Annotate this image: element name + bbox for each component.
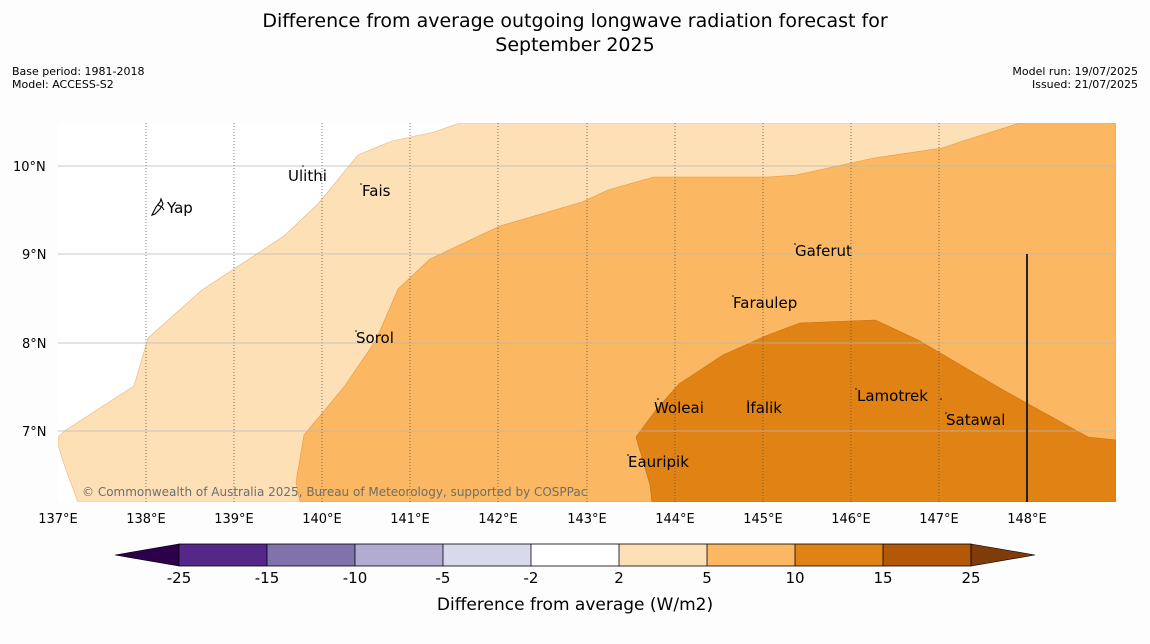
place-satawal: Satawal (946, 411, 1005, 429)
island-dots (302, 165, 947, 456)
copyright-note: © Commonwealth of Australia 2025, Bureau… (82, 485, 587, 499)
colorbar-frame (178, 543, 972, 567)
place-gaferut: Gaferut (795, 242, 852, 260)
place-yap: Yap (166, 199, 193, 217)
contour-10-15 (635, 319, 1116, 502)
lon-tick-141: 141°E (390, 512, 430, 527)
colorbar-seg-2 (267, 544, 355, 566)
colorbar-tick-2: -15 (255, 569, 280, 587)
meta-right: Model run: 19/07/2025 Issued: 21/07/2025 (1012, 65, 1138, 91)
lon-axis: 137°E 138°E 139°E 140°E 141°E 142°E 143°… (38, 512, 1047, 527)
colorbar-label: Difference from average (W/m2) (437, 595, 713, 615)
place-ifalik: Ifalik (746, 399, 782, 417)
colorbar-tick-5: -2 (524, 569, 539, 587)
lat-tick-7n: 7°N (22, 425, 47, 440)
lon-tick-139: 139°E (214, 512, 254, 527)
place-fais: Fais (362, 182, 391, 200)
lon-tick-143: 143°E (567, 512, 607, 527)
lat-grid (58, 165, 1116, 432)
sorol-dot (355, 330, 357, 332)
colorbar-tick-3: -10 (343, 569, 368, 587)
colorbar-seg-5 (531, 544, 619, 566)
lon-tick-142: 142°E (478, 512, 518, 527)
satawal-dot (945, 412, 947, 414)
title-line-1: Difference from average outgoing longwav… (262, 10, 888, 32)
colorbar: -25 -15 -10 -5 -2 2 5 10 15 25 Differenc… (114, 543, 1036, 615)
map-area: Yap Ulithi Fais Gaferut Faraulep Sorol L… (58, 123, 1116, 502)
ifalik-dot (747, 400, 749, 402)
colorbar-over-arrow (970, 543, 1036, 567)
place-eauripik: Eauripik (628, 453, 689, 471)
ulithi-dot (302, 165, 304, 167)
colorbar-seg-7 (707, 544, 795, 566)
faraulep-dot (732, 295, 734, 297)
lamotrek-dot (855, 388, 857, 390)
base-period: Base period: 1981-2018 (12, 65, 145, 78)
place-lamotrek: Lamotrek (857, 387, 928, 405)
lon-tick-146: 146°E (831, 512, 871, 527)
colorbar-seg-4 (443, 544, 531, 566)
lon-tick-145: 145°E (743, 512, 783, 527)
meta-left: Base period: 1981-2018 Model: ACCESS-S2 (12, 65, 144, 91)
lon-tick-148: 148°E (1007, 512, 1047, 527)
colorbar-seg-1 (179, 544, 267, 566)
lon-tick-144: 144°E (655, 512, 695, 527)
lon-tick-140: 140°E (302, 512, 342, 527)
lamotrek-east-dot (940, 398, 942, 400)
title-line-2: September 2025 (495, 34, 655, 56)
lat-tick-8n: 8°N (22, 337, 47, 352)
lon-grid (145, 123, 940, 502)
lon-tick-138: 138°E (126, 512, 166, 527)
colorbar-seg-3 (355, 544, 443, 566)
place-sorol: Sorol (356, 329, 394, 347)
colorbar-tick-7: 5 (702, 569, 712, 587)
place-ulithi: Ulithi (288, 167, 327, 185)
lon-tick-147: 147°E (919, 512, 959, 527)
lon-tick-137: 137°E (38, 512, 78, 527)
woleai-dot (657, 398, 659, 400)
issued-date: Issued: 21/07/2025 (1031, 78, 1138, 91)
colorbar-tick-8: 10 (785, 569, 804, 587)
place-labels: Yap Ulithi Fais Gaferut Faraulep Sorol L… (166, 167, 1005, 471)
eauripik-dot (627, 454, 629, 456)
colorbar-seg-8 (795, 544, 883, 566)
yap-island-shape (150, 197, 165, 216)
model-run: Model run: 19/07/2025 (1012, 65, 1138, 78)
colorbar-tick-10: 25 (961, 569, 980, 587)
fais-dot (360, 183, 362, 185)
lat-tick-9n: 9°N (22, 248, 47, 263)
place-woleai: Woleai (654, 399, 704, 417)
colorbar-tick-4: -5 (436, 569, 451, 587)
colorbar-seg-9 (883, 544, 971, 566)
colorbar-tick-6: 2 (614, 569, 624, 587)
colorbar-tick-9: 15 (873, 569, 892, 587)
colorbar-tick-1: -25 (167, 569, 192, 587)
colorbar-seg-6 (619, 544, 707, 566)
model-name: Model: ACCESS-S2 (12, 78, 114, 91)
lat-tick-10n: 10°N (13, 160, 46, 175)
colorbar-under-arrow (114, 543, 180, 567)
place-faraulep: Faraulep (733, 294, 797, 312)
gaferut-dot (794, 243, 796, 245)
colorbar-dividers (266, 544, 884, 566)
map-title: Difference from average outgoing longwav… (0, 9, 1150, 57)
lat-axis: 10°N 9°N 8°N 7°N (13, 160, 47, 440)
